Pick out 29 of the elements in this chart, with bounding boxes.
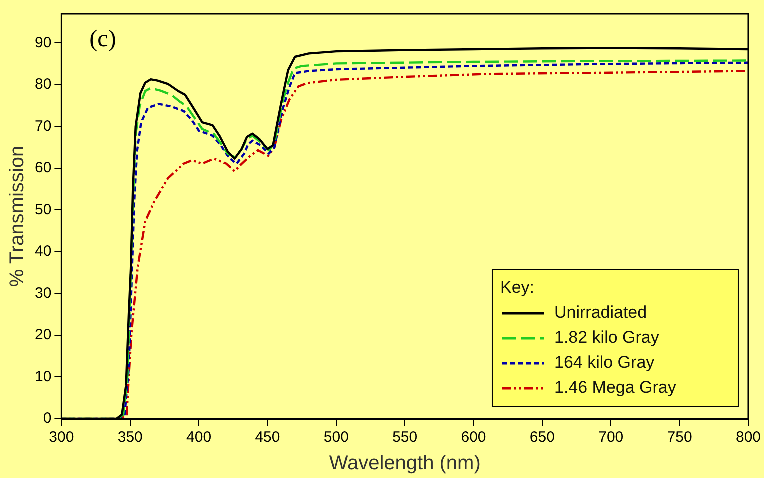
legend-title: Key:: [500, 278, 535, 298]
y-tick-label: 20: [34, 326, 52, 344]
y-tick-label: 30: [34, 284, 52, 302]
y-tick-label: 60: [34, 160, 52, 177]
x-tick-label: 350: [118, 429, 143, 446]
legend-label: 1.82 kilo Gray: [554, 328, 660, 348]
y-tick-label: 90: [34, 34, 52, 52]
x-tick-label: 800: [736, 429, 761, 446]
y-tick-label: 70: [34, 118, 52, 135]
x-tick-label: 450: [255, 429, 280, 446]
x-tick-label: 400: [186, 429, 212, 446]
y-axis-title: % Transmission: [6, 146, 29, 288]
y-tick-label: 40: [34, 243, 52, 260]
legend-label: 164 kilo Gray: [554, 353, 656, 372]
legend-label: Unirradiated: [554, 303, 648, 322]
x-tick-label: 300: [49, 429, 74, 446]
x-tick-label: 650: [530, 429, 555, 446]
x-tick-label: 700: [598, 429, 624, 446]
x-tick-label: 600: [461, 429, 486, 446]
x-axis-title: Wavelength (nm): [329, 452, 481, 475]
y-tick-label: 10: [34, 368, 52, 386]
x-tick-label: 750: [667, 429, 692, 446]
legend-label: 1.46 Mega Gray: [554, 378, 677, 398]
annotation: (c): [90, 26, 116, 52]
y-tick-label: 0: [43, 410, 52, 428]
x-tick-label: 550: [392, 429, 418, 446]
y-tick-label: 50: [34, 201, 52, 218]
y-tick-label: 80: [34, 76, 52, 94]
x-tick-label: 500: [324, 429, 349, 446]
